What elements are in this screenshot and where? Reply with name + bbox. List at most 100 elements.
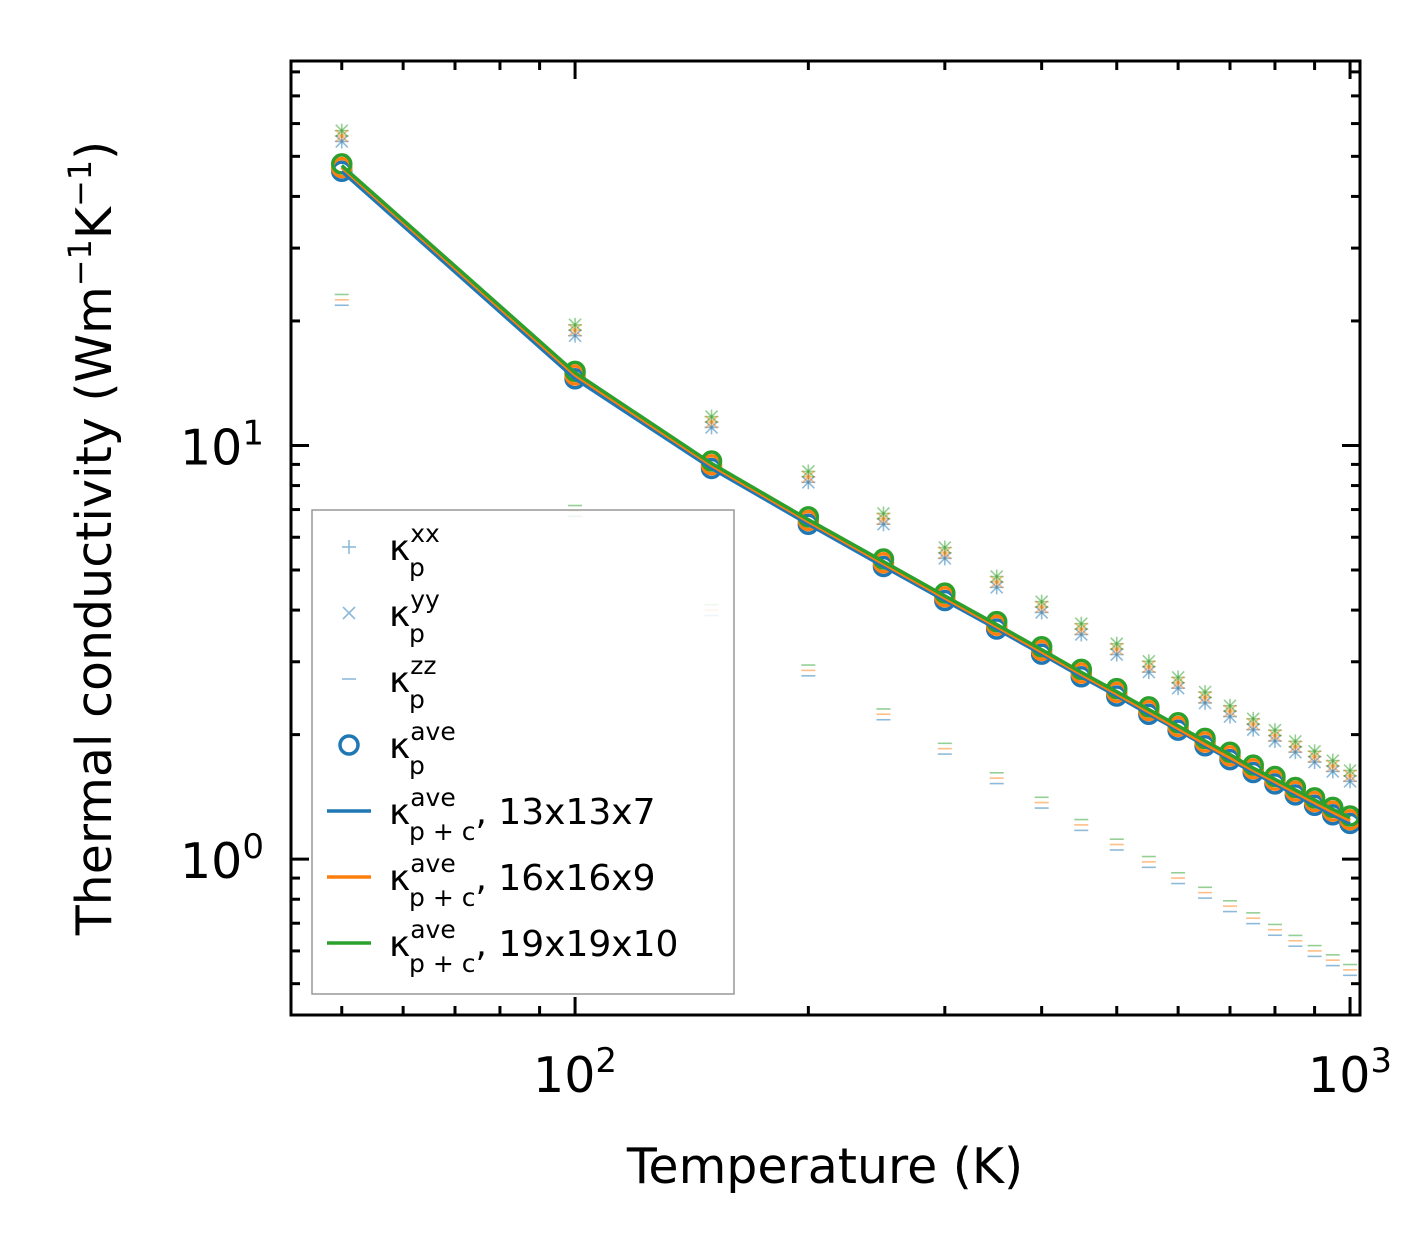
kyy-point <box>1110 637 1124 651</box>
kyy-point-b <box>801 464 815 479</box>
kyy-point <box>568 318 582 332</box>
kyy-point-b <box>1198 690 1212 704</box>
kyy-point <box>1223 699 1237 713</box>
kyy-point <box>1223 709 1237 724</box>
kyy-point <box>1343 769 1357 783</box>
kyy-point <box>1343 763 1357 778</box>
kyy-point-b <box>801 475 815 489</box>
kyy-point <box>876 517 891 531</box>
kyy-point-b <box>1326 754 1340 768</box>
kyy-point <box>1308 750 1322 764</box>
kyy-point-b <box>1142 654 1156 668</box>
kyy-point-b <box>801 470 815 484</box>
kyy-point-b <box>1288 734 1302 748</box>
kyy-point <box>990 575 1004 589</box>
kyy-point <box>1246 723 1260 737</box>
kyy-point <box>1326 759 1340 773</box>
kyy-point-b <box>876 512 891 526</box>
kyy-point <box>1326 764 1340 778</box>
kyy-point <box>801 475 815 489</box>
kyy-point-b <box>1035 605 1049 620</box>
y-axis-label: Thermal conductivity (Wm−1K−1) <box>61 141 123 937</box>
kyy-point-b <box>990 570 1004 584</box>
kyy-point <box>1142 665 1156 679</box>
kyy-point-b <box>1171 681 1185 695</box>
kyy-point-b <box>1035 600 1049 614</box>
legend-marker <box>342 540 356 554</box>
kyy-point <box>1035 595 1049 609</box>
kyy-point <box>1223 704 1237 718</box>
kyy-point-b <box>1198 696 1212 710</box>
kyy-point <box>876 512 891 526</box>
kyy-point <box>568 329 582 343</box>
kyy-point <box>568 323 582 337</box>
kyy-point <box>876 506 891 521</box>
kyy-point-b <box>1171 670 1185 684</box>
kyy-point-b <box>876 517 891 531</box>
kyy-point <box>1035 600 1049 614</box>
kyy-point-b <box>1110 637 1124 651</box>
kyy-point <box>1171 670 1185 684</box>
kyy-point <box>1035 605 1049 620</box>
kyy-point <box>801 464 815 479</box>
kyy-point <box>938 541 952 555</box>
legend-entry-label: κzz p <box>389 651 436 714</box>
legend-marker-b <box>342 606 356 620</box>
kyy-point <box>1142 660 1156 674</box>
y-tick-label: 100 <box>180 827 264 890</box>
kyy-point-b <box>1074 622 1088 636</box>
kyy-point-b <box>1035 595 1049 609</box>
kyy-point <box>801 470 815 484</box>
plot-frame <box>289 59 1362 1017</box>
kyy-point-b <box>568 329 582 343</box>
kyy-point-b <box>1343 774 1357 788</box>
kyy-point <box>1171 676 1185 690</box>
kyy-point-b <box>1326 759 1340 773</box>
kyy-point <box>1288 740 1302 754</box>
kyy-point-b <box>568 318 582 332</box>
kyy-point-b <box>335 124 349 138</box>
kyy-point-b <box>1246 723 1260 737</box>
kyy-point-b <box>1268 728 1282 743</box>
kyy-point-b <box>1326 764 1340 778</box>
kyy-point-b <box>1074 627 1088 642</box>
kyy-point-b <box>1246 712 1260 726</box>
kyy-point-b <box>1142 665 1156 679</box>
legend-entry-label: κave p + c, 13x13x7 <box>389 783 656 846</box>
kyy-point-b <box>1142 660 1156 674</box>
legend-entry-label: κyy p <box>389 585 440 648</box>
kyy-point <box>1246 717 1260 731</box>
kyy-point <box>1198 685 1212 699</box>
kyy-point <box>1171 681 1185 695</box>
kyy-point-b <box>704 420 719 434</box>
kyy-point <box>1142 654 1156 668</box>
kyy-point-b <box>938 541 952 555</box>
kyy-point-b <box>1288 740 1302 754</box>
kyy-point-b <box>704 415 719 429</box>
x-tick-label: 103 <box>1308 1041 1392 1104</box>
kyy-point <box>1110 642 1124 656</box>
kyy-point-b <box>1268 723 1282 737</box>
kyy-point <box>1268 723 1282 737</box>
kyy-point-b <box>938 551 952 565</box>
kyy-point-b <box>990 575 1004 589</box>
kyy-point-b <box>876 506 891 521</box>
legend-entry-label: κxx p <box>389 519 440 582</box>
legend-marker <box>342 606 356 620</box>
kyy-point <box>938 546 952 560</box>
kyy-point-b <box>335 134 349 149</box>
kyy-point <box>1288 734 1302 748</box>
legend-box <box>311 509 735 995</box>
kyy-point <box>335 134 349 149</box>
kyy-point <box>1326 754 1340 768</box>
y-tick-label: 101 <box>180 413 264 476</box>
kyy-point <box>335 129 349 143</box>
kyy-point <box>1074 627 1088 642</box>
legend-entry-label: κave p + c, 19x19x10 <box>389 915 678 978</box>
kyy-point-b <box>568 323 582 337</box>
legend-marker <box>338 734 360 756</box>
x-tick-label: 102 <box>533 1041 617 1104</box>
kyy-point <box>1198 690 1212 704</box>
kyy-point-b <box>1074 617 1088 631</box>
